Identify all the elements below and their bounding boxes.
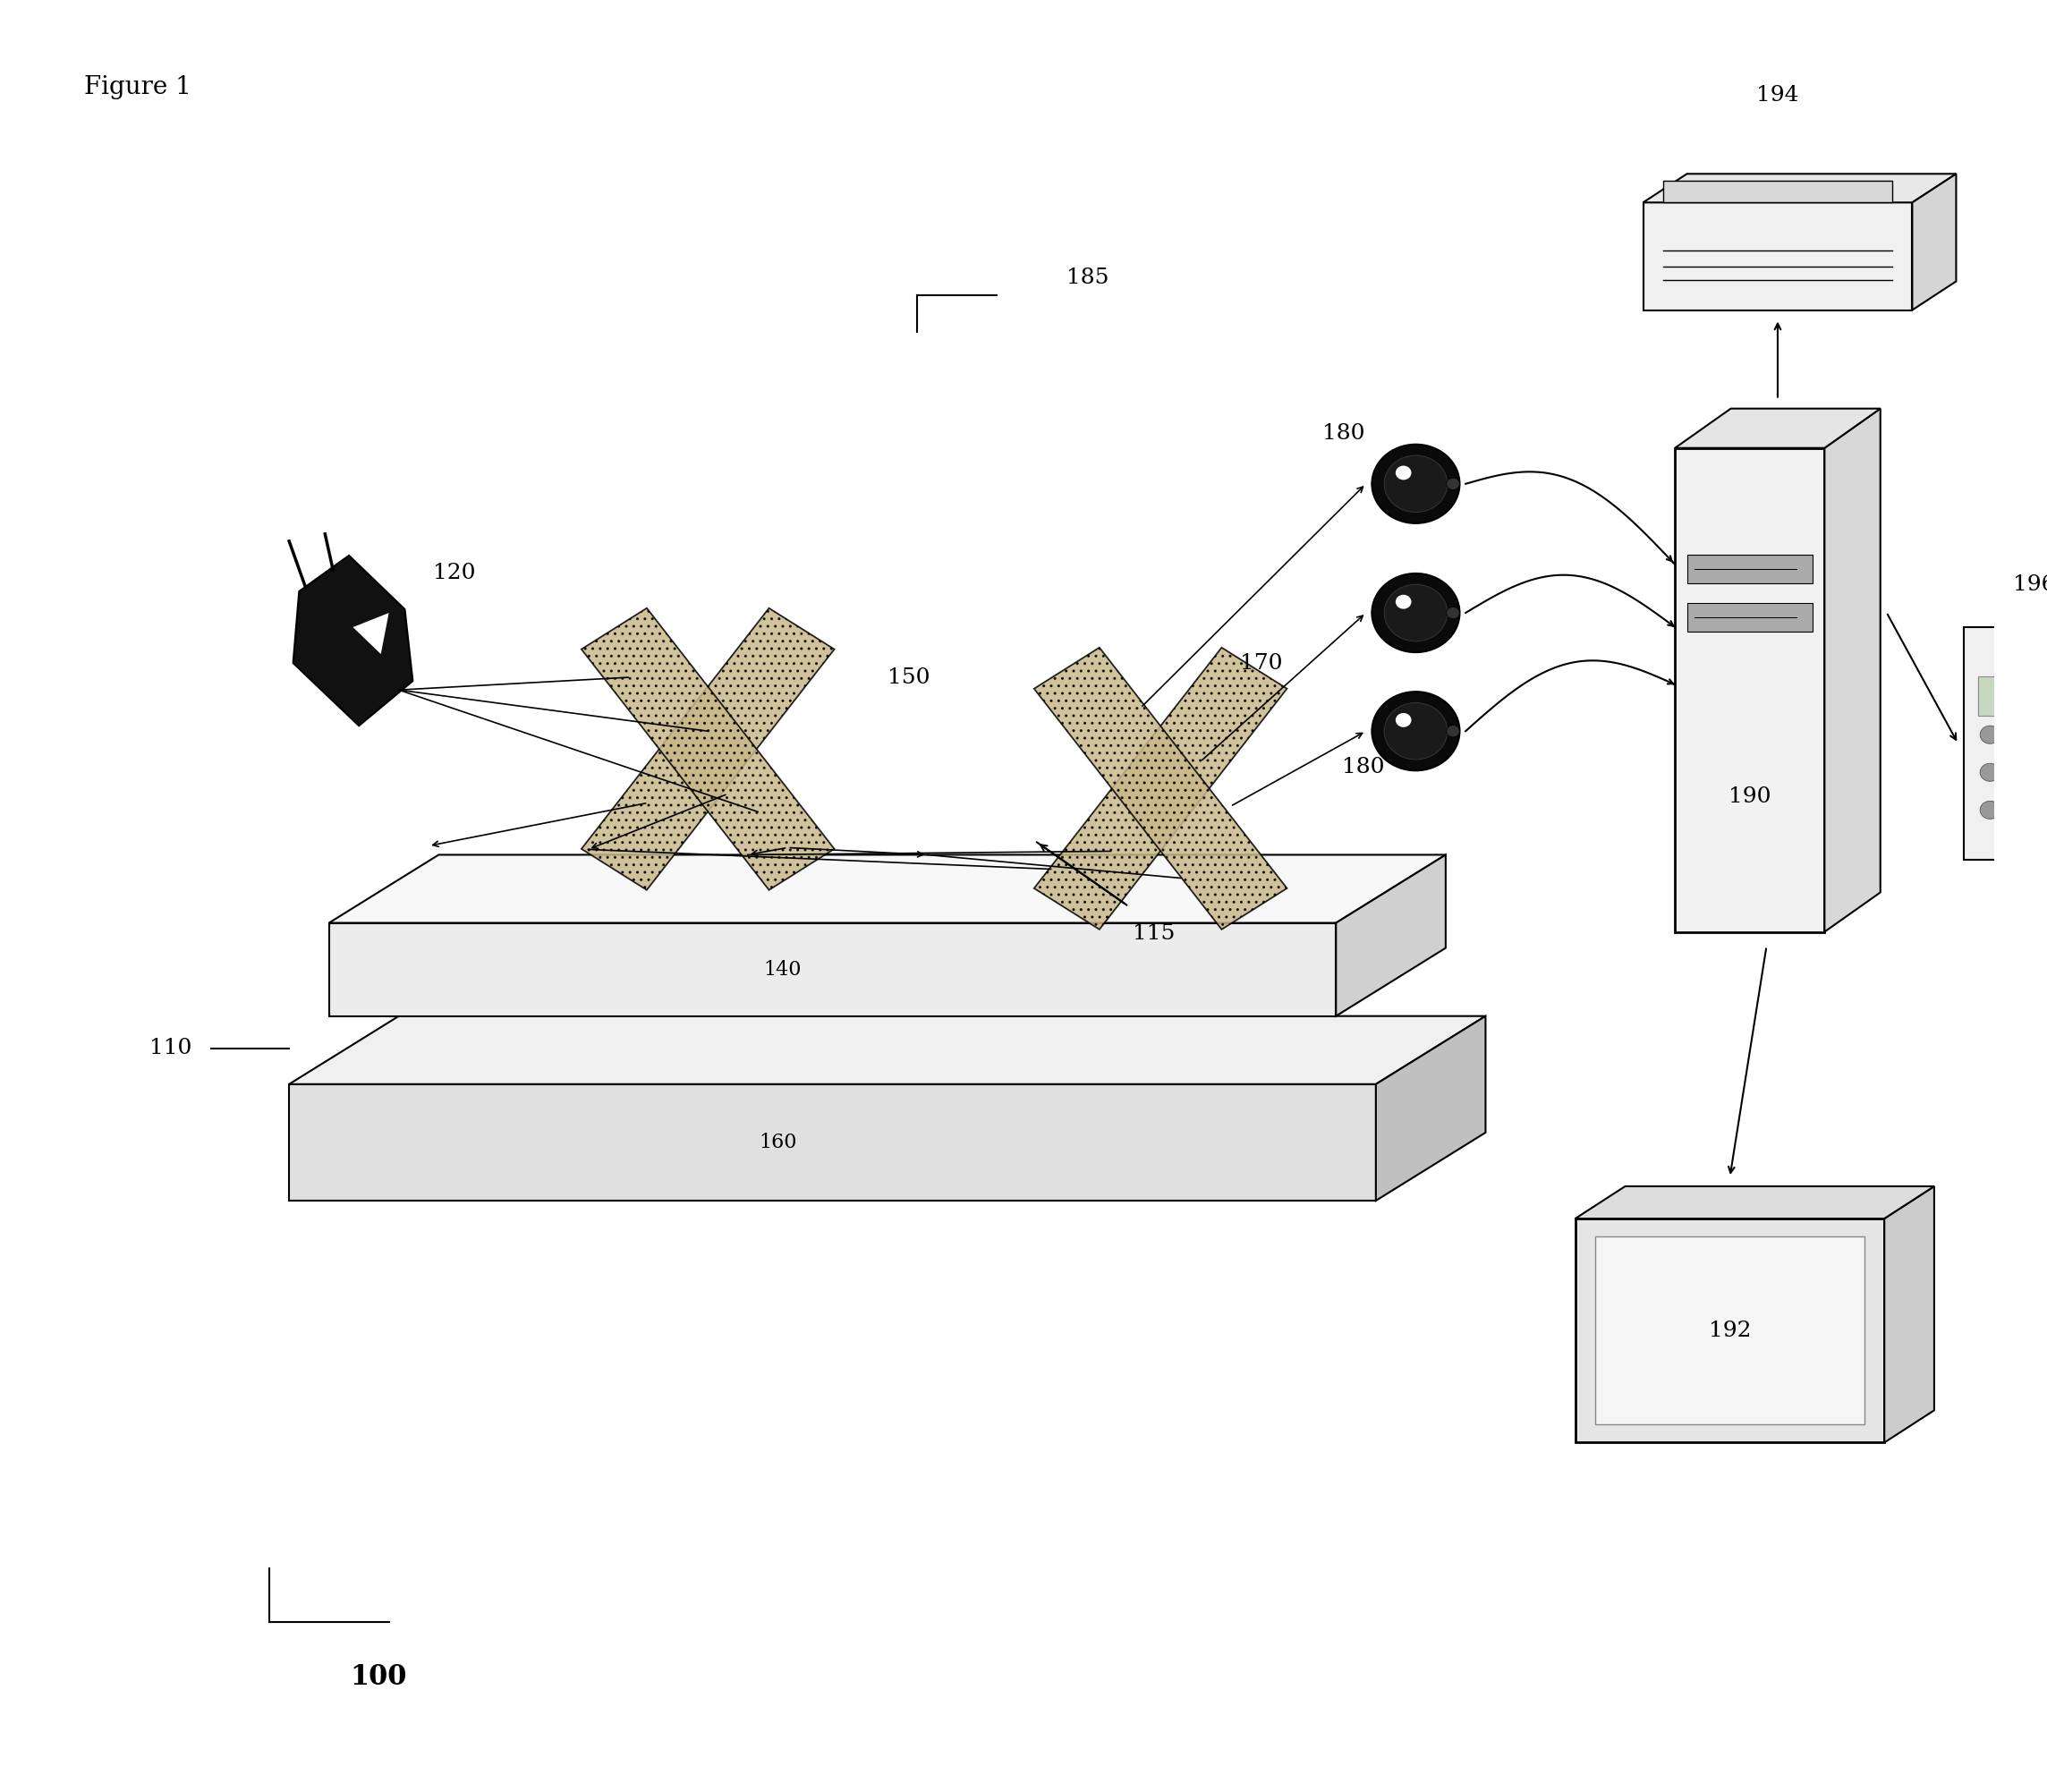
Polygon shape (1674, 409, 1881, 448)
Polygon shape (352, 613, 389, 654)
Polygon shape (1576, 1219, 1885, 1443)
Circle shape (1396, 595, 1410, 609)
Text: 140: 140 (764, 961, 800, 978)
Polygon shape (289, 1016, 1486, 1084)
Circle shape (2022, 763, 2041, 781)
Polygon shape (293, 556, 413, 726)
Text: 100: 100 (350, 1663, 407, 1690)
Circle shape (1384, 702, 1447, 760)
Polygon shape (1644, 174, 1957, 202)
Text: 185: 185 (1066, 267, 1109, 289)
Circle shape (2022, 726, 2041, 744)
Text: Figure 1: Figure 1 (84, 75, 190, 99)
Text: 160: 160 (759, 1133, 796, 1152)
Polygon shape (1885, 1186, 1934, 1443)
Circle shape (1447, 726, 1460, 737)
Text: 170: 170 (1240, 652, 1283, 674)
Circle shape (2022, 801, 2041, 819)
Circle shape (1371, 692, 1460, 771)
Circle shape (1979, 726, 2000, 744)
Polygon shape (1824, 409, 1881, 932)
FancyBboxPatch shape (1977, 676, 2047, 715)
Polygon shape (330, 923, 1337, 1016)
Text: 196: 196 (2012, 575, 2047, 595)
Circle shape (1396, 466, 1410, 480)
Text: 180: 180 (1343, 756, 1384, 778)
Polygon shape (1674, 448, 1824, 932)
Text: 190: 190 (1728, 787, 1771, 806)
Circle shape (1396, 713, 1410, 728)
Polygon shape (1576, 1186, 1934, 1219)
Circle shape (1447, 607, 1460, 618)
Circle shape (1979, 763, 2000, 781)
Polygon shape (1965, 627, 2047, 860)
Polygon shape (581, 607, 835, 891)
Polygon shape (1912, 174, 1957, 310)
Polygon shape (581, 607, 835, 891)
Text: 180: 180 (1322, 423, 1365, 444)
Circle shape (2022, 688, 2041, 706)
Polygon shape (1662, 181, 1891, 202)
Circle shape (1979, 688, 2000, 706)
Polygon shape (1644, 202, 1912, 310)
Polygon shape (1337, 855, 1445, 1016)
Circle shape (1979, 801, 2000, 819)
Text: 192: 192 (1709, 1321, 1750, 1340)
Polygon shape (1034, 647, 1288, 930)
FancyBboxPatch shape (1687, 556, 1812, 584)
Text: 110: 110 (149, 1038, 192, 1059)
Text: 115: 115 (1132, 923, 1175, 943)
Circle shape (1998, 631, 2047, 695)
Polygon shape (330, 855, 1445, 923)
Circle shape (1384, 584, 1447, 642)
Circle shape (1371, 444, 1460, 523)
Text: 150: 150 (886, 667, 929, 688)
Polygon shape (1034, 647, 1288, 930)
FancyBboxPatch shape (1687, 604, 1812, 633)
Text: 120: 120 (432, 563, 475, 584)
Polygon shape (289, 1084, 1376, 1201)
Polygon shape (1376, 1016, 1486, 1201)
Circle shape (1371, 573, 1460, 652)
Text: 194: 194 (1756, 86, 1799, 106)
FancyBboxPatch shape (2004, 695, 2047, 799)
Circle shape (2002, 796, 2047, 853)
Circle shape (1384, 455, 1447, 513)
Polygon shape (1595, 1236, 1865, 1425)
Circle shape (1447, 478, 1460, 489)
